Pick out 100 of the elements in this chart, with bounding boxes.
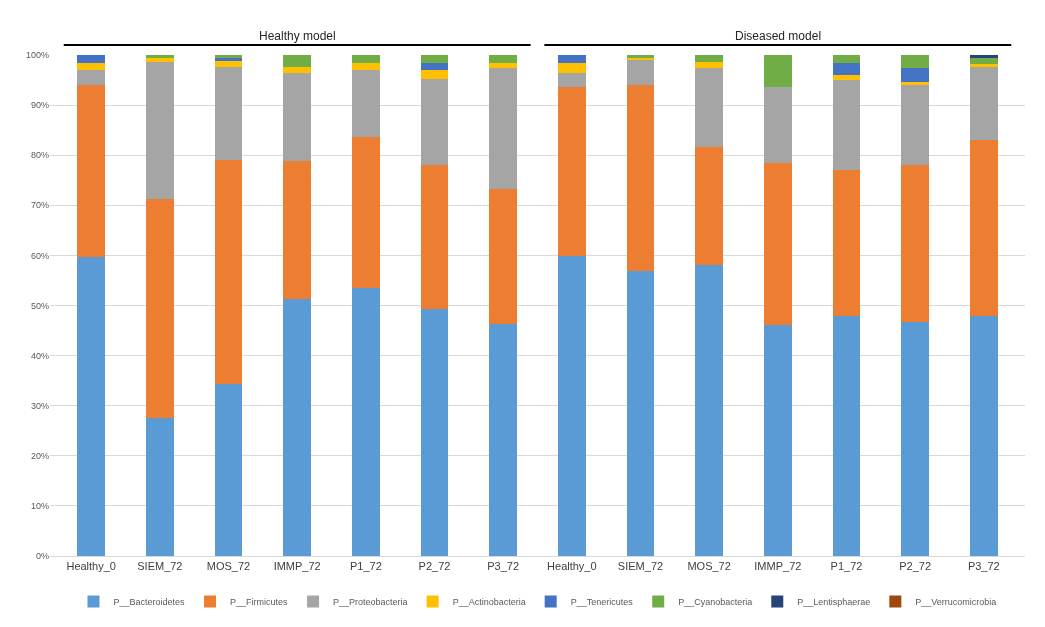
x-tick-label: IMMP_72 <box>754 560 802 573</box>
bar <box>764 163 792 326</box>
bar <box>626 85 655 271</box>
bar <box>352 69 380 137</box>
bar <box>489 55 517 64</box>
y-tick-label: 60% <box>30 250 49 261</box>
bar <box>146 57 174 62</box>
x-tick-label: P3_72 <box>967 560 1000 573</box>
x-tick-label: P3_72 <box>487 560 520 573</box>
bar <box>695 55 723 62</box>
bar <box>214 160 243 385</box>
x-tick-label: P2_72 <box>899 560 932 573</box>
legend-label: P__Cyanobacteria <box>678 597 753 608</box>
bar <box>901 85 929 166</box>
bar <box>420 165 449 310</box>
legend-label: P__Verrucomicrobia <box>915 597 997 608</box>
bar <box>832 55 861 64</box>
bar <box>901 55 929 69</box>
x-tick-label: Healthy_0 <box>547 560 597 573</box>
x-tick-label: Healthy_0 <box>66 560 116 573</box>
bar <box>695 61 723 69</box>
bar <box>420 309 449 556</box>
bar <box>77 69 105 86</box>
bar <box>214 384 243 556</box>
x-tick-label: SIEM_72 <box>137 560 183 573</box>
bar <box>764 86 792 164</box>
bar <box>558 255 586 556</box>
bar <box>146 198 174 419</box>
text: Healthy model <box>259 29 336 43</box>
bar <box>626 60 655 86</box>
y-tick-label: 0% <box>35 551 49 562</box>
bar <box>420 69 449 80</box>
bar <box>420 55 449 63</box>
y-tick-label: 80% <box>30 150 49 161</box>
x-tick-label: SIEM_72 <box>617 560 664 573</box>
bar <box>558 86 586 256</box>
y-tick-label: 100% <box>25 50 49 61</box>
bar <box>352 55 380 64</box>
bar <box>489 324 517 556</box>
bar <box>901 68 929 82</box>
bar <box>695 68 723 148</box>
bar <box>146 418 174 556</box>
bar <box>832 63 861 75</box>
bar <box>764 325 792 556</box>
bar <box>352 287 380 556</box>
x-tick-label: P1_72 <box>349 560 382 573</box>
y-tick-label: 20% <box>30 450 49 461</box>
bar <box>558 63 586 73</box>
bar <box>970 140 998 317</box>
bar <box>420 62 449 70</box>
bar <box>283 55 311 67</box>
bar <box>489 68 517 189</box>
bar <box>695 264 723 556</box>
bar <box>626 270 655 556</box>
x-tick-label: IMMP_72 <box>273 560 321 573</box>
y-tick-label: 30% <box>30 400 49 411</box>
bar <box>77 55 105 64</box>
bar <box>695 147 723 265</box>
y-tick-label: 40% <box>30 350 49 361</box>
legend-label: P__Actinobacteria <box>452 597 526 608</box>
bar <box>832 316 861 556</box>
bar <box>901 165 929 323</box>
y-tick-label: 90% <box>30 100 49 111</box>
y-tick-label: 10% <box>30 501 49 512</box>
bar <box>214 66 243 161</box>
legend-label: P__Proteobacteria <box>333 597 408 608</box>
y-tick-label: 70% <box>30 200 49 211</box>
bar <box>352 63 380 70</box>
bar <box>77 256 105 556</box>
bar <box>970 58 998 65</box>
legend-label: P__Bacteroidetes <box>113 597 186 608</box>
bar <box>283 66 311 73</box>
bar <box>558 55 586 64</box>
y-tick-label: 50% <box>30 300 49 311</box>
bar <box>901 322 929 556</box>
x-tick-label: P1_72 <box>830 560 863 573</box>
bar <box>146 61 174 199</box>
bar <box>832 170 861 317</box>
bar <box>77 85 105 257</box>
bar <box>832 79 861 171</box>
bar <box>764 55 792 87</box>
bar <box>283 161 311 299</box>
bar <box>214 61 243 67</box>
bar <box>283 72 311 162</box>
bar <box>283 298 311 556</box>
x-tick-label: MOS_72 <box>206 560 251 573</box>
bar <box>420 79 449 166</box>
bar <box>970 64 998 67</box>
bar <box>832 74 861 80</box>
bar <box>970 316 998 556</box>
text: Diseased model <box>735 29 822 43</box>
legend-label: P__Tenericutes <box>570 597 634 608</box>
bar <box>489 63 517 69</box>
bar <box>77 63 105 70</box>
bar <box>558 72 586 87</box>
x-tick-label: MOS_72 <box>687 560 731 573</box>
bar <box>214 58 243 62</box>
bar <box>146 55 174 58</box>
legend-label: P__Lentisphaerae <box>797 597 871 608</box>
legend-label: P__Firmicutes <box>230 597 289 608</box>
